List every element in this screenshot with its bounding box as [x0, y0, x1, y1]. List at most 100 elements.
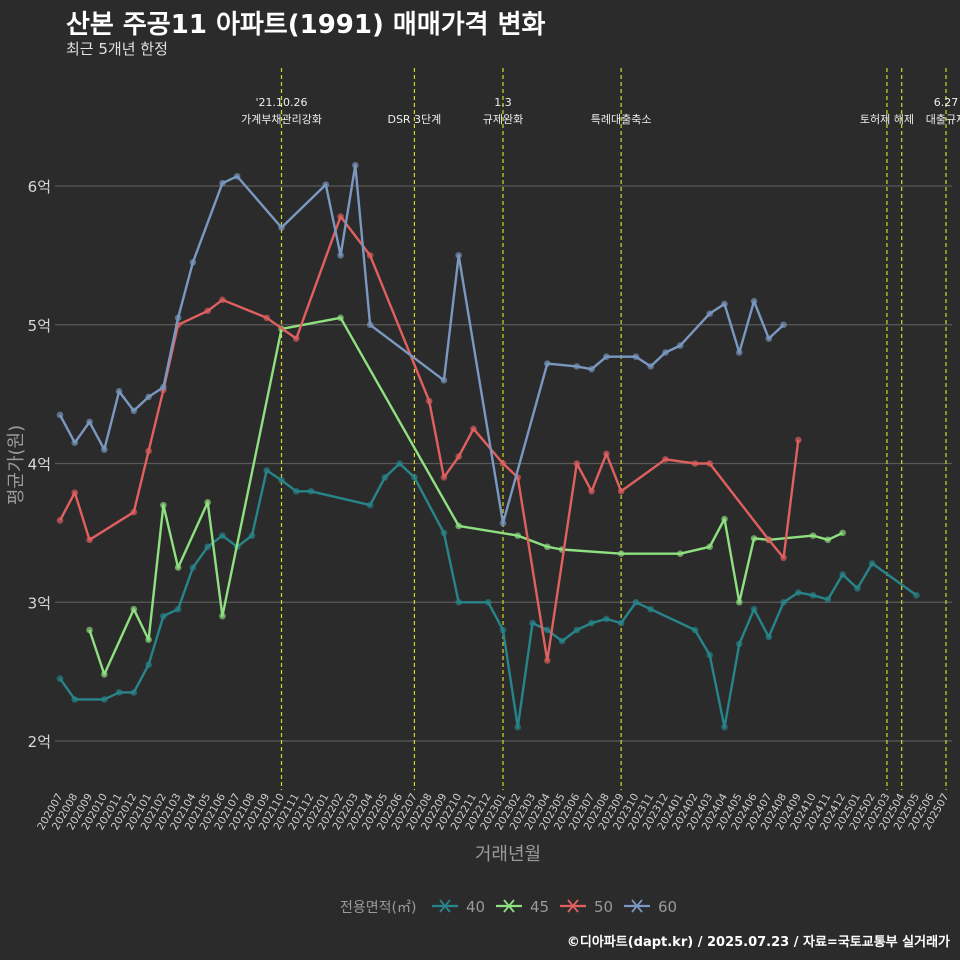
data-point-60	[573, 363, 581, 370]
legend-label: 50	[594, 898, 613, 916]
data-point-60	[145, 393, 152, 401]
data-point-60	[322, 181, 330, 188]
data-point-50	[292, 335, 300, 342]
data-point-40	[248, 532, 256, 539]
data-point-40	[56, 675, 64, 682]
data-point-45	[130, 605, 138, 613]
data-point-45	[617, 550, 625, 557]
data-point-40	[381, 474, 389, 481]
data-point-45	[514, 532, 522, 539]
chart-title: 산본 주공11 아파트(1991) 매매가격 변화	[66, 10, 546, 40]
series-line-60	[58, 164, 785, 525]
data-point-50	[130, 508, 138, 516]
legend-item-60: 60	[624, 898, 677, 916]
data-point-50	[219, 296, 226, 304]
data-point-60	[632, 353, 640, 360]
y-tick-label: 2억	[28, 733, 51, 751]
data-point-50	[617, 487, 625, 495]
data-point-40	[307, 487, 315, 495]
y-axis-label: 평균가(원)	[6, 425, 27, 505]
legend-label: 45	[530, 898, 549, 916]
data-point-40	[115, 689, 123, 696]
data-point-50	[795, 436, 802, 444]
data-point-40	[174, 605, 182, 613]
data-point-60	[71, 439, 79, 446]
data-point-40	[913, 592, 920, 599]
data-point-50	[662, 456, 669, 463]
data-point-40	[189, 564, 197, 571]
data-point-60	[499, 519, 507, 527]
series-layer	[56, 161, 920, 731]
data-point-45	[204, 499, 211, 506]
data-point-50	[470, 425, 477, 433]
data-point-60	[219, 179, 226, 187]
data-point-50	[765, 536, 773, 544]
x-tick-labels: 2020072020082020092020102020112020122021…	[35, 791, 951, 832]
data-point-40	[411, 474, 418, 481]
data-point-40	[750, 605, 758, 613]
data-point-45	[676, 550, 684, 557]
data-point-40	[691, 626, 699, 634]
data-point-60	[86, 418, 93, 426]
data-point-40	[292, 487, 300, 495]
series-line-50	[58, 215, 800, 662]
data-point-40	[219, 532, 226, 539]
data-point-45	[455, 522, 463, 530]
data-point-60	[352, 161, 359, 169]
data-point-40	[603, 615, 610, 623]
data-point-40	[160, 612, 167, 620]
data-point-40	[706, 651, 714, 659]
data-point-40	[130, 689, 138, 696]
event-label: 토허제 해제	[860, 112, 914, 126]
data-point-45	[839, 529, 846, 537]
data-point-45	[337, 314, 344, 322]
event-label: 규제완화	[483, 113, 523, 126]
y-tick-label: 3억	[28, 594, 51, 612]
data-point-50	[440, 474, 448, 481]
y-tick-label: 4억	[28, 456, 51, 474]
legend-item-40: 40	[432, 898, 485, 916]
data-point-45	[735, 598, 743, 606]
data-point-40	[366, 501, 374, 509]
data-point-45	[544, 543, 551, 551]
data-point-50	[455, 453, 463, 460]
data-point-60	[735, 349, 743, 356]
data-point-60	[721, 300, 728, 308]
data-point-50	[573, 460, 581, 467]
data-point-50	[366, 252, 374, 259]
data-point-40	[278, 476, 285, 484]
event-label: 6.27	[934, 96, 959, 109]
legend-item-50: 50	[560, 898, 613, 916]
data-point-45	[809, 532, 817, 539]
data-point-40	[573, 626, 581, 634]
data-point-40	[529, 619, 536, 627]
data-point-40	[440, 529, 448, 537]
data-point-50	[588, 487, 595, 495]
data-point-40	[795, 589, 802, 596]
data-point-40	[617, 619, 625, 627]
event-label: DSR 3단계	[387, 113, 441, 126]
data-point-40	[101, 696, 108, 703]
event-label: 대출규제	[926, 113, 960, 126]
data-point-45	[86, 626, 93, 634]
data-point-60	[647, 363, 654, 370]
data-point-45	[160, 501, 167, 509]
data-point-50	[337, 213, 344, 220]
data-point-60	[588, 365, 595, 373]
data-point-60	[455, 252, 463, 259]
data-point-60	[603, 353, 610, 360]
data-point-40	[721, 723, 728, 731]
data-point-45	[750, 535, 758, 542]
data-point-50	[71, 489, 79, 496]
data-point-60	[115, 388, 123, 395]
legend-label: 60	[658, 898, 677, 916]
data-point-60	[780, 321, 787, 329]
data-point-60	[366, 321, 374, 329]
event-layer: '21.10.26 가계부채관리강화 DSR 3단계 1.3 규제완화 특례대출축소 토허제…	[241, 68, 960, 790]
data-point-40	[809, 592, 817, 599]
data-point-50	[204, 307, 211, 315]
data-point-40	[544, 626, 551, 634]
y-tick-labels: 2억 3억 4억 5억 6억	[28, 178, 51, 751]
data-point-50	[691, 460, 699, 467]
